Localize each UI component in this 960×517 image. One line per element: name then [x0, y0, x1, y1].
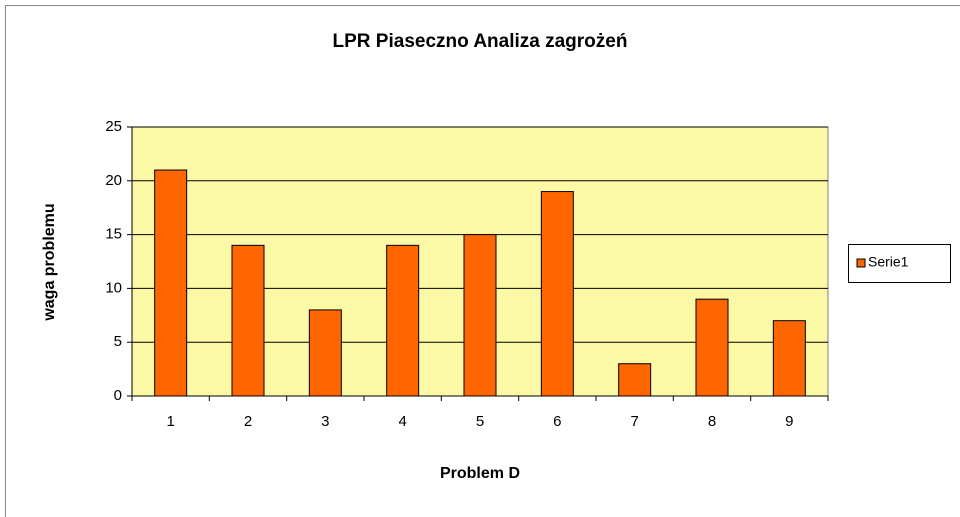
x-tick-label: 3	[321, 413, 329, 430]
y-axis-label: waga problemu	[41, 203, 58, 321]
bar	[308, 309, 342, 397]
y-tick-label: 25	[105, 118, 122, 135]
y-tick-label: 0	[114, 387, 122, 404]
bar	[695, 298, 729, 397]
x-tick-label: 5	[476, 413, 484, 430]
x-tick-label: 1	[166, 413, 174, 430]
y-tick-label: 20	[105, 172, 122, 189]
chart-title: LPR Piaseczno Analiza zagrożeń	[333, 31, 628, 52]
bar	[463, 234, 497, 397]
bar	[540, 191, 574, 397]
y-tick-label: 15	[105, 226, 122, 243]
bar	[231, 244, 265, 397]
bar	[386, 244, 420, 397]
legend-swatch	[856, 258, 866, 268]
x-tick-label: 7	[630, 413, 638, 430]
x-tick-label: 6	[553, 413, 561, 430]
bar	[618, 363, 652, 397]
x-tick-label: 9	[785, 413, 793, 430]
y-tick-label: 5	[114, 333, 122, 350]
bar	[154, 169, 188, 397]
bar	[772, 320, 806, 397]
y-tick-label: 10	[105, 279, 122, 296]
legend-label: Serie1	[868, 254, 909, 270]
x-axis-label: Problem D	[440, 465, 520, 482]
x-tick-label: 4	[398, 413, 406, 430]
x-tick-label: 8	[708, 413, 716, 430]
x-tick-label: 2	[244, 413, 252, 430]
